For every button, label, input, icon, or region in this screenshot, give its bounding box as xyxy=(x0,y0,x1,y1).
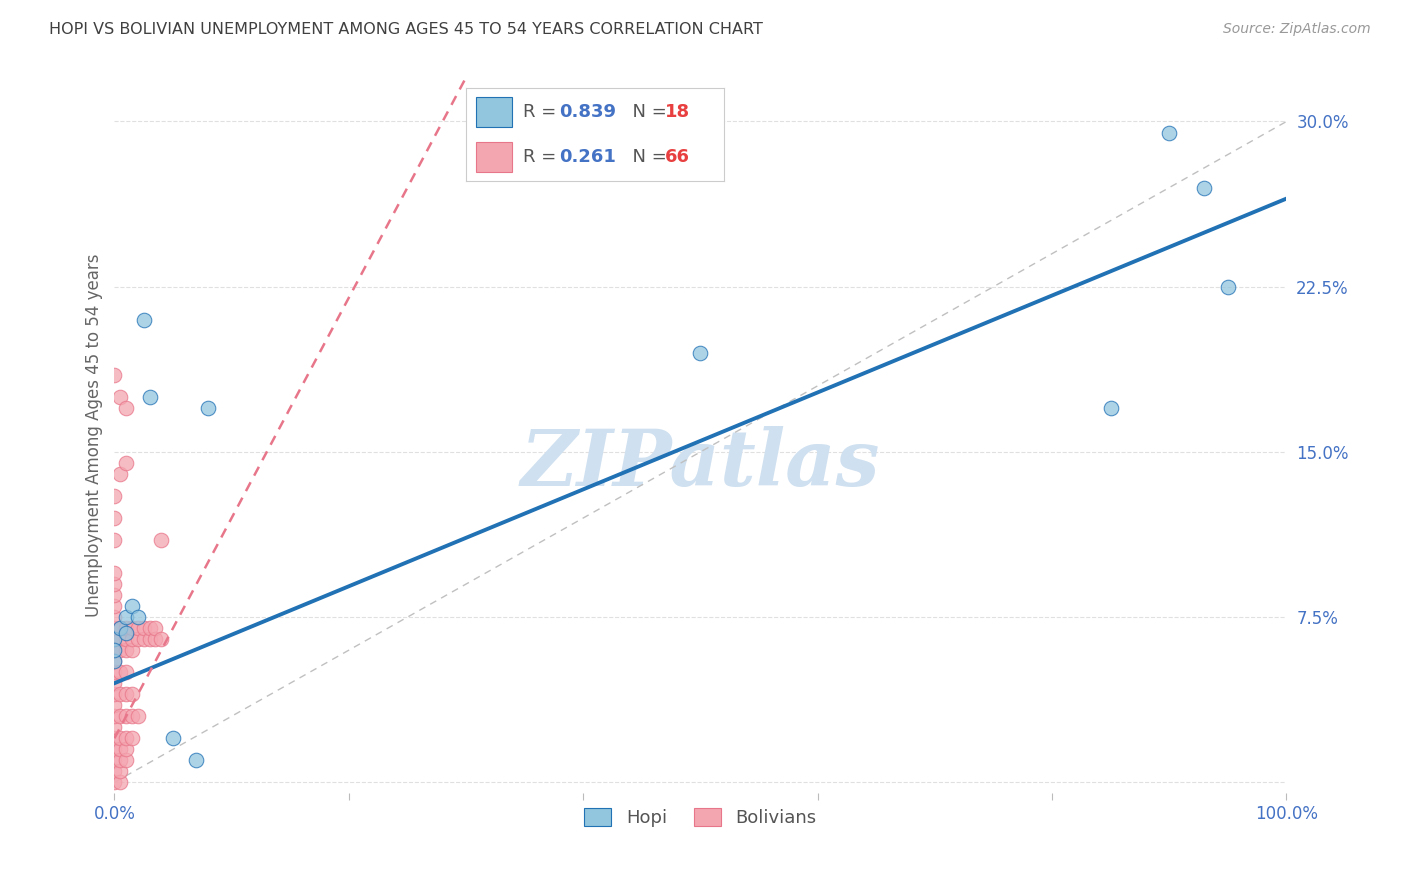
Point xyxy=(103,588,125,602)
Point xyxy=(162,731,184,746)
Point xyxy=(110,665,132,680)
Point xyxy=(103,764,125,779)
Point xyxy=(115,731,138,746)
Point xyxy=(103,632,125,647)
Point xyxy=(121,599,143,613)
Point xyxy=(115,401,138,415)
Point xyxy=(115,665,138,680)
Point xyxy=(121,731,143,746)
Text: Source: ZipAtlas.com: Source: ZipAtlas.com xyxy=(1223,22,1371,37)
Point xyxy=(103,665,125,680)
Point xyxy=(127,621,149,635)
Point xyxy=(103,654,125,668)
Point xyxy=(121,621,143,635)
Point xyxy=(115,610,138,624)
Point xyxy=(197,401,219,415)
Point xyxy=(115,643,138,657)
Point xyxy=(103,599,125,613)
Point xyxy=(132,312,155,326)
Point xyxy=(150,533,173,547)
Point xyxy=(127,709,149,723)
Point xyxy=(103,698,125,713)
Point xyxy=(1194,180,1216,194)
Point xyxy=(110,709,132,723)
Point xyxy=(103,742,125,756)
Point xyxy=(127,632,149,647)
Point xyxy=(150,632,173,647)
Text: HOPI VS BOLIVIAN UNEMPLOYMENT AMONG AGES 45 TO 54 YEARS CORRELATION CHART: HOPI VS BOLIVIAN UNEMPLOYMENT AMONG AGES… xyxy=(49,22,763,37)
Point xyxy=(103,632,125,647)
Point xyxy=(115,687,138,701)
Point xyxy=(103,511,125,525)
Point xyxy=(132,621,155,635)
Point xyxy=(110,764,132,779)
Point xyxy=(110,621,132,635)
Point xyxy=(138,621,160,635)
Point xyxy=(110,731,132,746)
Point xyxy=(138,632,160,647)
Point xyxy=(121,687,143,701)
Point xyxy=(103,709,125,723)
Text: ZIPatlas: ZIPatlas xyxy=(520,425,880,502)
Point xyxy=(103,731,125,746)
Point xyxy=(103,489,125,503)
Point xyxy=(103,753,125,767)
Point xyxy=(115,625,138,640)
Point xyxy=(103,720,125,734)
Point xyxy=(103,775,125,789)
Point xyxy=(138,390,160,404)
Legend: Hopi, Bolivians: Hopi, Bolivians xyxy=(576,801,824,834)
Point xyxy=(1216,279,1239,293)
Point xyxy=(115,456,138,470)
Point xyxy=(115,621,138,635)
Y-axis label: Unemployment Among Ages 45 to 54 years: Unemployment Among Ages 45 to 54 years xyxy=(86,253,103,617)
Point xyxy=(1159,126,1181,140)
Point xyxy=(115,742,138,756)
Point xyxy=(121,643,143,657)
Point xyxy=(110,753,132,767)
Point xyxy=(103,687,125,701)
Point xyxy=(110,632,132,647)
Point xyxy=(145,621,167,635)
Point xyxy=(121,632,143,647)
Point xyxy=(103,566,125,580)
Point xyxy=(110,687,132,701)
Point xyxy=(115,753,138,767)
Point xyxy=(132,632,155,647)
Point xyxy=(103,676,125,690)
Point xyxy=(103,621,125,635)
Point xyxy=(103,643,125,657)
Point xyxy=(103,610,125,624)
Point xyxy=(186,753,208,767)
Point xyxy=(103,577,125,591)
Point xyxy=(110,467,132,481)
Point xyxy=(110,643,132,657)
Point xyxy=(110,390,132,404)
Point xyxy=(110,621,132,635)
Point xyxy=(145,632,167,647)
Point xyxy=(103,643,125,657)
Point xyxy=(115,632,138,647)
Point xyxy=(1099,401,1122,415)
Point xyxy=(103,368,125,382)
Point xyxy=(121,709,143,723)
Point xyxy=(110,742,132,756)
Point xyxy=(110,775,132,789)
Point xyxy=(115,709,138,723)
Point xyxy=(689,346,711,360)
Point xyxy=(103,533,125,547)
Point xyxy=(127,610,149,624)
Point xyxy=(103,654,125,668)
